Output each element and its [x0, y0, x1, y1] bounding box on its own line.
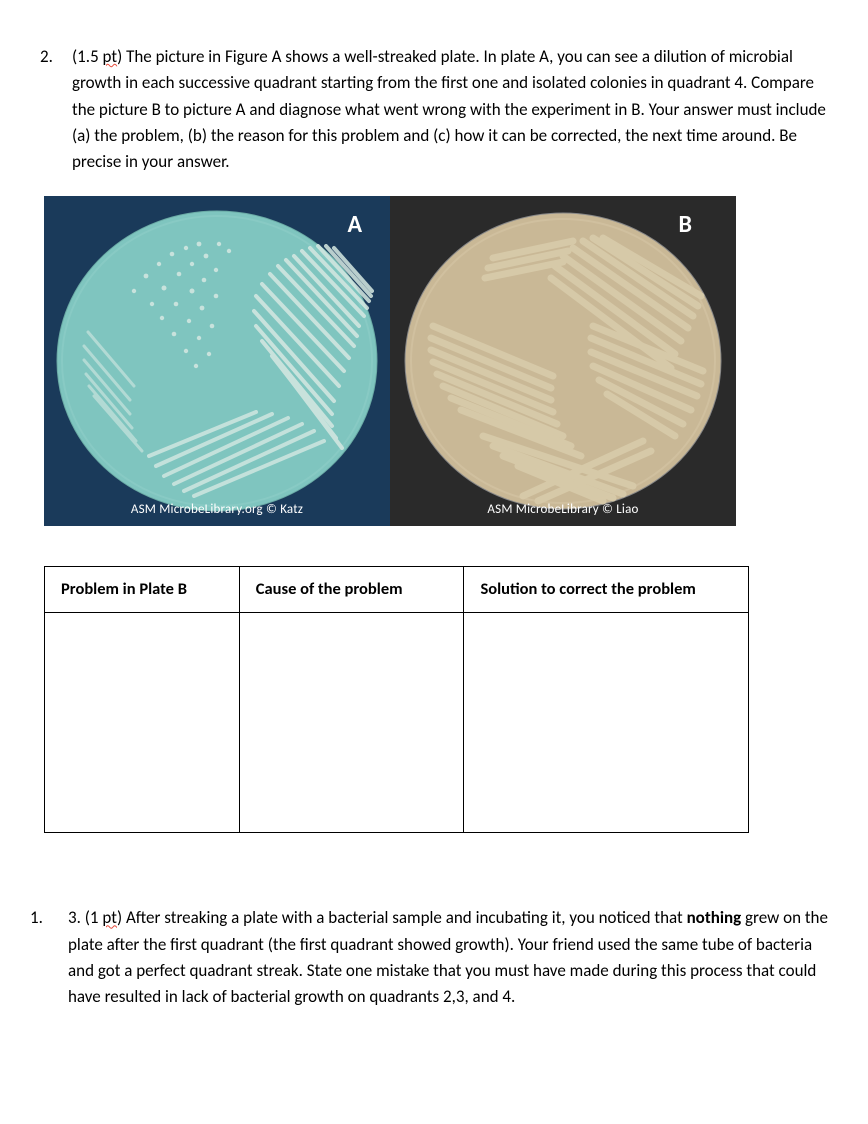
q3-num-pre: 3. (1 — [68, 907, 102, 928]
cell-solution — [464, 613, 749, 833]
plate-b-image — [390, 196, 736, 526]
q3-bold: nothing — [687, 907, 742, 928]
plate-a-label: A — [347, 206, 362, 243]
q3-text1: After streaking a plate with a bacterial… — [126, 907, 687, 928]
q2-number: 2. — [40, 44, 72, 176]
q3-body: 3. (1 pt) After streaking a plate with a… — [68, 905, 828, 1010]
th-cause: Cause of the problem — [239, 566, 464, 613]
q3-list-number: 1. — [30, 905, 68, 1010]
table-row — [45, 613, 749, 833]
th-solution: Solution to correct the problem — [464, 566, 749, 613]
question-3: 1. 3. (1 pt) After streaking a plate wit… — [30, 905, 828, 1010]
plate-a-credit: ASM MicrobeLibrary.org © Katz — [44, 500, 390, 520]
plate-b-label: B — [679, 206, 692, 243]
th-problem: Problem in Plate B — [45, 566, 240, 613]
q3-pt: pt — [102, 907, 117, 928]
q2-pts-pre: (1.5 — [72, 46, 103, 67]
q2-text: The picture in Figure A shows a well-str… — [72, 46, 826, 172]
plate-a-panel: A — [44, 196, 390, 526]
q2-pts-post: ) — [117, 46, 126, 67]
table-header-row: Problem in Plate B Cause of the problem … — [45, 566, 749, 613]
figure-pair: A — [44, 196, 736, 526]
q2-pt: pt — [103, 46, 118, 67]
q3-num-post: ) — [117, 907, 126, 928]
question-2: 2. (1.5 pt) The picture in Figure A show… — [40, 44, 828, 176]
q2-body: (1.5 pt) The picture in Figure A shows a… — [72, 44, 828, 176]
plate-b-panel: B — [390, 196, 736, 526]
plate-a-image — [44, 196, 390, 526]
cell-cause — [239, 613, 464, 833]
answer-table: Problem in Plate B Cause of the problem … — [44, 566, 749, 834]
plate-b-credit: ASM MicrobeLibrary © Liao — [390, 500, 736, 520]
cell-problem — [45, 613, 240, 833]
